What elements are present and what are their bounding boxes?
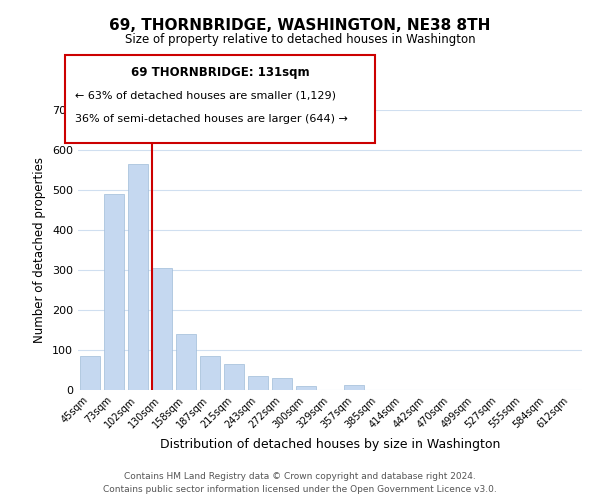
- Bar: [152, 268, 172, 390]
- Text: ← 63% of detached houses are smaller (1,129): ← 63% of detached houses are smaller (1,…: [75, 90, 336, 100]
- Text: 36% of semi-detached houses are larger (644) →: 36% of semi-detached houses are larger (…: [75, 114, 348, 124]
- X-axis label: Distribution of detached houses by size in Washington: Distribution of detached houses by size …: [160, 438, 500, 451]
- Bar: [80, 356, 100, 390]
- Text: Size of property relative to detached houses in Washington: Size of property relative to detached ho…: [125, 32, 475, 46]
- Bar: [128, 164, 148, 390]
- Bar: [224, 364, 244, 390]
- Bar: [272, 378, 292, 390]
- Bar: [176, 334, 196, 390]
- Text: 69, THORNBRIDGE, WASHINGTON, NE38 8TH: 69, THORNBRIDGE, WASHINGTON, NE38 8TH: [109, 18, 491, 32]
- Bar: [344, 385, 364, 390]
- Bar: [104, 194, 124, 390]
- Y-axis label: Number of detached properties: Number of detached properties: [34, 157, 46, 343]
- Bar: [200, 356, 220, 390]
- Text: Contains public sector information licensed under the Open Government Licence v3: Contains public sector information licen…: [103, 485, 497, 494]
- Bar: [296, 386, 316, 390]
- Text: Contains HM Land Registry data © Crown copyright and database right 2024.: Contains HM Land Registry data © Crown c…: [124, 472, 476, 481]
- FancyBboxPatch shape: [65, 55, 375, 143]
- Bar: [248, 376, 268, 390]
- Text: 69 THORNBRIDGE: 131sqm: 69 THORNBRIDGE: 131sqm: [131, 66, 310, 79]
